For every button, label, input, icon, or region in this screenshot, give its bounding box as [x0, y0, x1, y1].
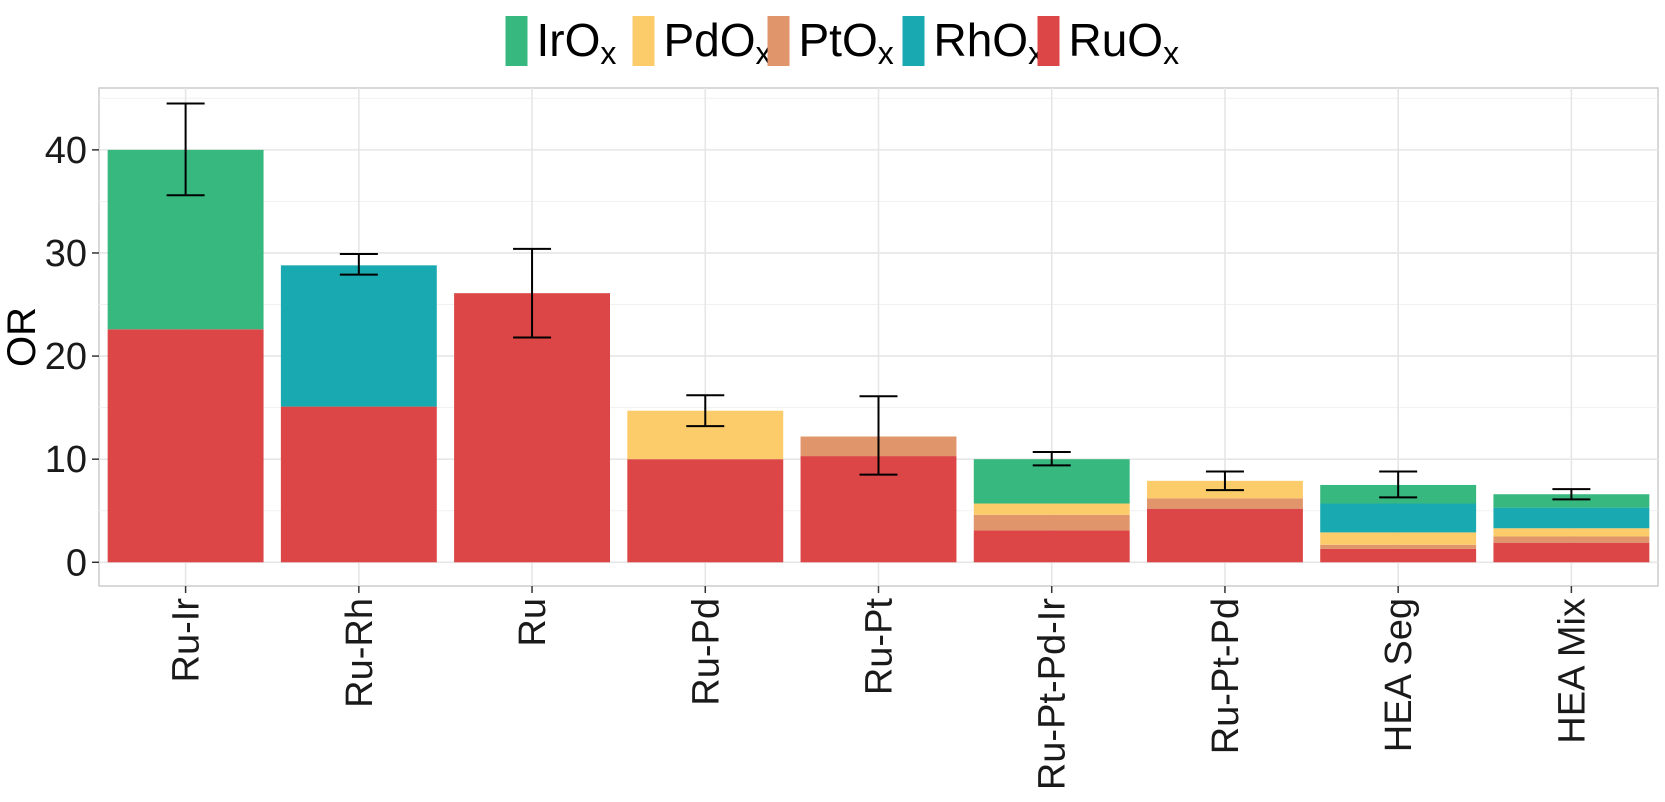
error-bars: [166, 102, 1591, 501]
error-bar: [1552, 488, 1591, 501]
bar-ru-pt-pd-ir-ruo: [973, 530, 1130, 563]
x-tick-label: Ru-Pd: [685, 598, 727, 706]
legend-subscript: x: [600, 35, 616, 71]
bar-ru-pt-pd-pto: [1146, 498, 1303, 509]
bar-ru-pt-pd-ruo: [1146, 508, 1303, 563]
x-tick-label: Ru: [512, 598, 554, 647]
error-bar: [339, 253, 378, 276]
legend-label: PdOx: [664, 14, 772, 71]
legend-item-pdo: PdOx: [632, 14, 772, 71]
legend: IrOx PdOx PtOx RhOx RuOx: [505, 14, 1180, 71]
y-tick-label: 30: [45, 233, 87, 275]
y-tick-label: 20: [45, 336, 87, 378]
x-tick-label: Ru-Pt-Pd: [1205, 598, 1247, 754]
legend-subscript: x: [878, 35, 894, 71]
bar-ru-pt-pd-ir-pto: [973, 514, 1130, 531]
legend-key: [902, 16, 925, 66]
error-bar: [1379, 470, 1418, 499]
y-tick-label: 0: [66, 542, 87, 584]
bar-ru-rh-ruo: [280, 406, 437, 563]
x-tick-label: HEA Seg: [1378, 598, 1420, 752]
bar-hea-seg-pto: [1320, 544, 1477, 549]
error-bar: [1205, 470, 1244, 492]
legend-key: [1037, 16, 1060, 66]
bar-hea-mix-iro: [1493, 494, 1650, 508]
legend-label: IrOx: [537, 14, 617, 71]
error-bar: [166, 102, 205, 197]
bar-hea-mix-pto: [1493, 536, 1650, 543]
bar-ru-pt-pd-ir-pdo: [973, 503, 1130, 515]
legend-key: [505, 16, 528, 66]
y-tick-label: 40: [45, 130, 87, 172]
x-tick-label: Ru-Pt-Pd-Ir: [1032, 598, 1074, 790]
legend-item-pto: PtOx: [767, 14, 894, 71]
legend-label: RhOx: [934, 14, 1045, 71]
error-bar: [686, 394, 725, 428]
bars: [107, 149, 1650, 563]
legend-key: [767, 16, 790, 66]
bar-ru-rh-rho: [280, 265, 437, 407]
error-bar: [859, 395, 898, 476]
x-tick-label: Ru-Ir: [166, 598, 208, 683]
legend-label: RuOx: [1069, 14, 1180, 71]
bar-ru-ir-ruo: [107, 329, 264, 563]
bar-ru-pd-ruo: [627, 459, 784, 563]
x-tick-label: Ru-Pt: [859, 598, 901, 696]
error-bar: [1032, 450, 1071, 467]
y-tick-label: 10: [45, 439, 87, 481]
legend-subscript: x: [1163, 35, 1179, 71]
legend-label: PtOx: [799, 14, 894, 71]
bar-hea-seg-pdo: [1320, 532, 1477, 545]
legend-key: [632, 16, 655, 66]
error-bar: [513, 247, 552, 339]
bar-hea-seg-ruo: [1320, 548, 1477, 563]
y-axis-label: OR: [0, 307, 44, 367]
legend-item-ruo: RuOx: [1037, 14, 1180, 71]
bar-hea-mix-pdo: [1493, 528, 1650, 537]
legend-item-rho: RhOx: [902, 14, 1045, 71]
bar-hea-mix-ruo: [1493, 542, 1650, 563]
bar-hea-mix-rho: [1493, 507, 1650, 529]
x-axis-ticks: Ru-Ir Ru-Rh Ru Ru-Pd Ru-Pt Ru-Pt-Pd-Ir Ru-Pt-P…: [166, 586, 1593, 790]
x-tick-label: Ru-Rh: [339, 598, 381, 708]
bar-hea-seg-rho: [1320, 503, 1477, 533]
bar-ru-pt-pd-ir-iro: [973, 459, 1130, 504]
legend-item-iro: IrOx: [505, 14, 617, 71]
y-axis-ticks: 0 10 20 30 40: [45, 130, 99, 584]
x-tick-label: HEA Mix: [1551, 598, 1593, 744]
